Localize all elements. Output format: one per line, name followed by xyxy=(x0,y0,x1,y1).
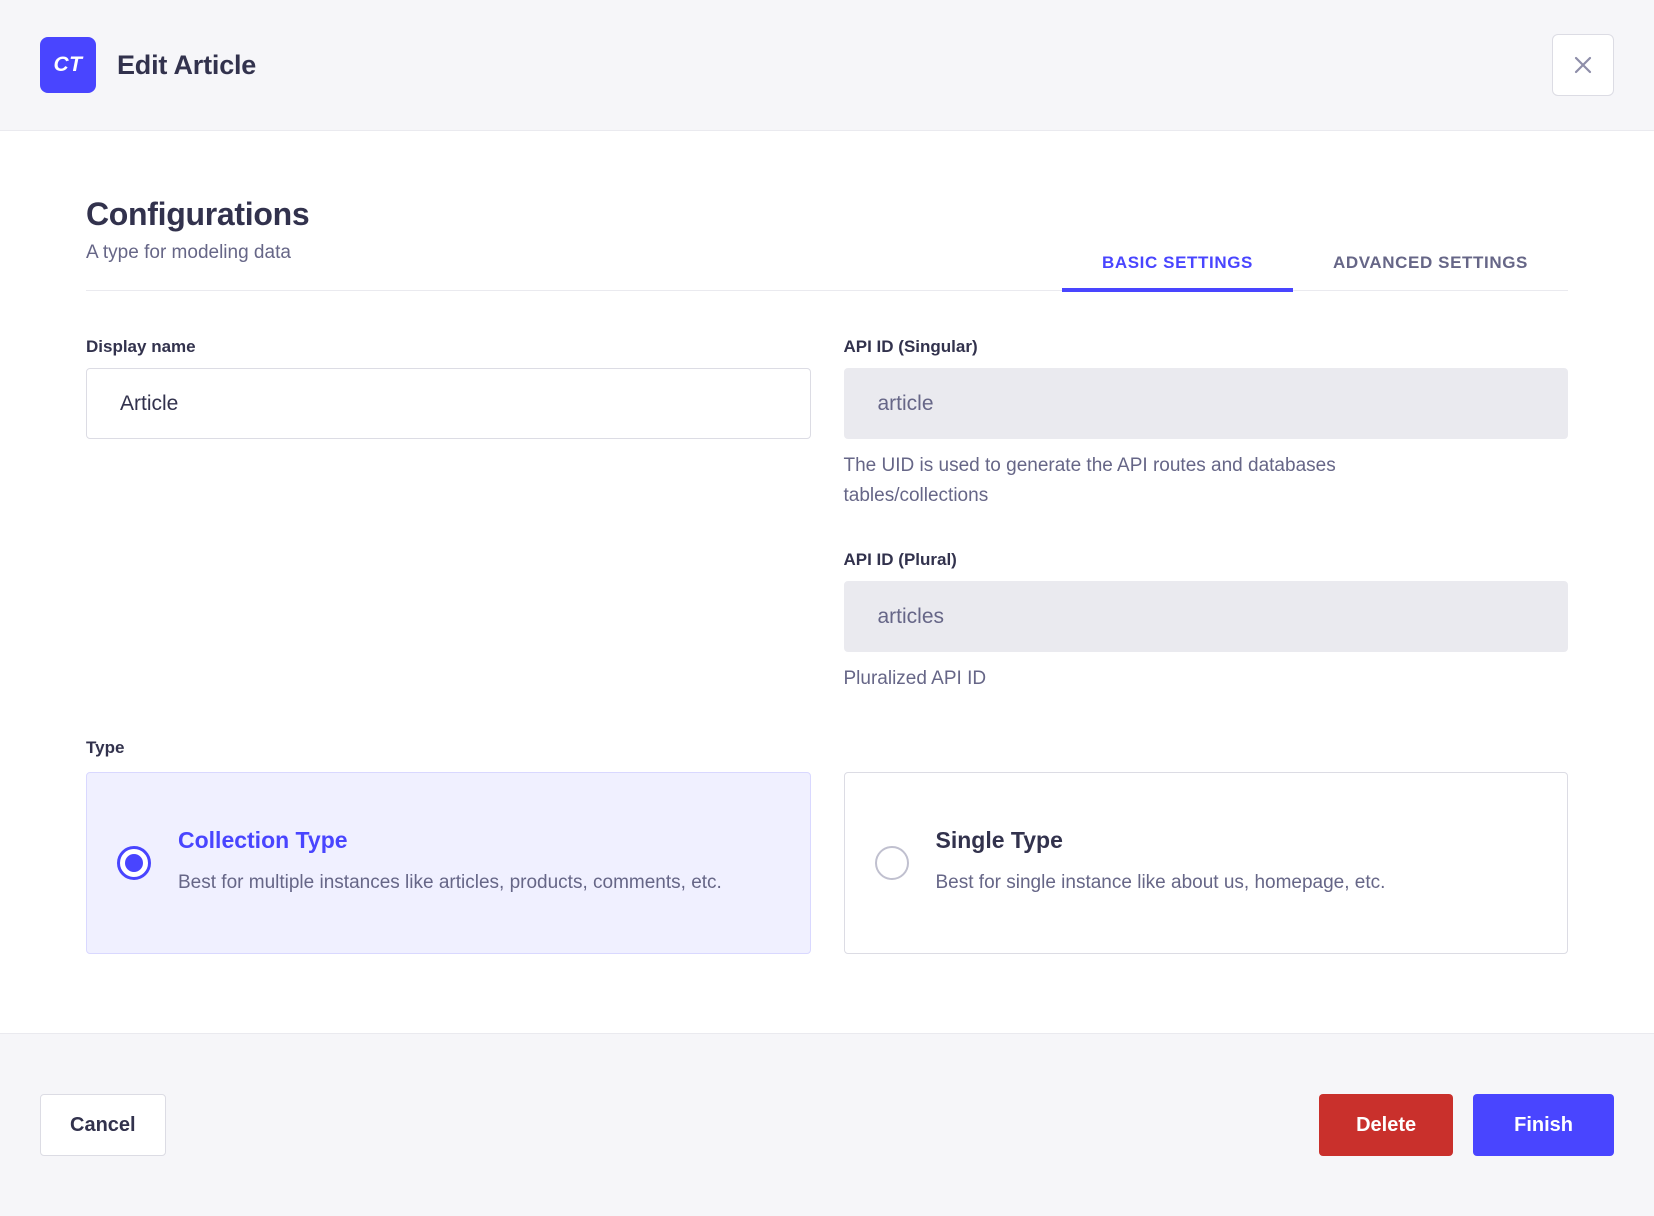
type-option-text: Single Type Best for single instance lik… xyxy=(936,827,1386,898)
type-option-title: Collection Type xyxy=(178,827,348,854)
section-header: Configurations A type for modeling data … xyxy=(86,131,1568,293)
api-id-plural-hint: Pluralized API ID xyxy=(843,668,987,690)
api-id-singular-hint: The UID is used to generate the API rout… xyxy=(843,455,1336,506)
type-section: Type Collection Type Best for multiple i… xyxy=(86,694,1568,954)
type-option-title: Single Type xyxy=(935,827,1063,854)
section-subtitle: A type for modeling data xyxy=(86,242,291,264)
type-label: Type xyxy=(86,737,125,757)
modal-body: Configurations A type for modeling data … xyxy=(0,131,1654,1033)
display-name-input[interactable] xyxy=(86,368,811,440)
type-options: Collection Type Best for multiple instan… xyxy=(86,771,1568,954)
api-id-plural-field: API ID (Plural) Pluralized API ID xyxy=(843,550,1568,693)
content-type-badge: CT xyxy=(40,37,96,93)
api-id-singular-label: API ID (Singular) xyxy=(843,337,978,357)
form-grid: Display name API ID (Singular) The UID i… xyxy=(86,291,1568,693)
type-option-text: Collection Type Best for multiple instan… xyxy=(178,827,722,898)
radio-collection-type[interactable] xyxy=(117,845,151,880)
page-title: Edit Article xyxy=(117,49,257,80)
type-option-description: Best for single instance like about us, … xyxy=(935,872,1386,894)
settings-tabs: BASIC SETTINGS ADVANCED SETTINGS xyxy=(1061,253,1568,293)
api-id-plural-label: API ID (Plural) xyxy=(843,550,957,570)
tab-basic-settings[interactable]: BASIC SETTINGS xyxy=(1061,253,1294,293)
modal-footer: Cancel Delete Finish xyxy=(0,1033,1654,1216)
modal-header: CT Edit Article xyxy=(0,0,1654,131)
api-id-singular-field: API ID (Singular) The UID is used to gen… xyxy=(843,337,1568,510)
type-option-single-type[interactable]: Single Type Best for single instance lik… xyxy=(843,771,1568,954)
display-name-label: Display name xyxy=(86,337,196,357)
type-option-collection-type[interactable]: Collection Type Best for multiple instan… xyxy=(86,771,811,954)
delete-button[interactable]: Delete xyxy=(1319,1094,1454,1156)
header-left-group: CT Edit Article xyxy=(40,37,256,93)
section-title: Configurations xyxy=(86,196,310,232)
type-option-description: Best for multiple instances like article… xyxy=(178,872,722,894)
api-id-plural-input xyxy=(843,581,1568,653)
section-heading-group: Configurations A type for modeling data xyxy=(86,195,310,290)
finish-button[interactable]: Finish xyxy=(1473,1094,1614,1156)
footer-actions: Delete Finish xyxy=(1319,1094,1614,1156)
form-column-left: Display name xyxy=(86,337,811,693)
close-button[interactable] xyxy=(1552,34,1614,96)
radio-single-type[interactable] xyxy=(874,845,909,880)
tab-advanced-settings[interactable]: ADVANCED SETTINGS xyxy=(1293,253,1568,290)
display-name-field: Display name xyxy=(86,337,811,440)
close-icon xyxy=(1571,53,1595,77)
api-id-singular-input xyxy=(843,368,1568,440)
cancel-button[interactable]: Cancel xyxy=(40,1094,166,1156)
form-column-right: API ID (Singular) The UID is used to gen… xyxy=(843,337,1568,693)
